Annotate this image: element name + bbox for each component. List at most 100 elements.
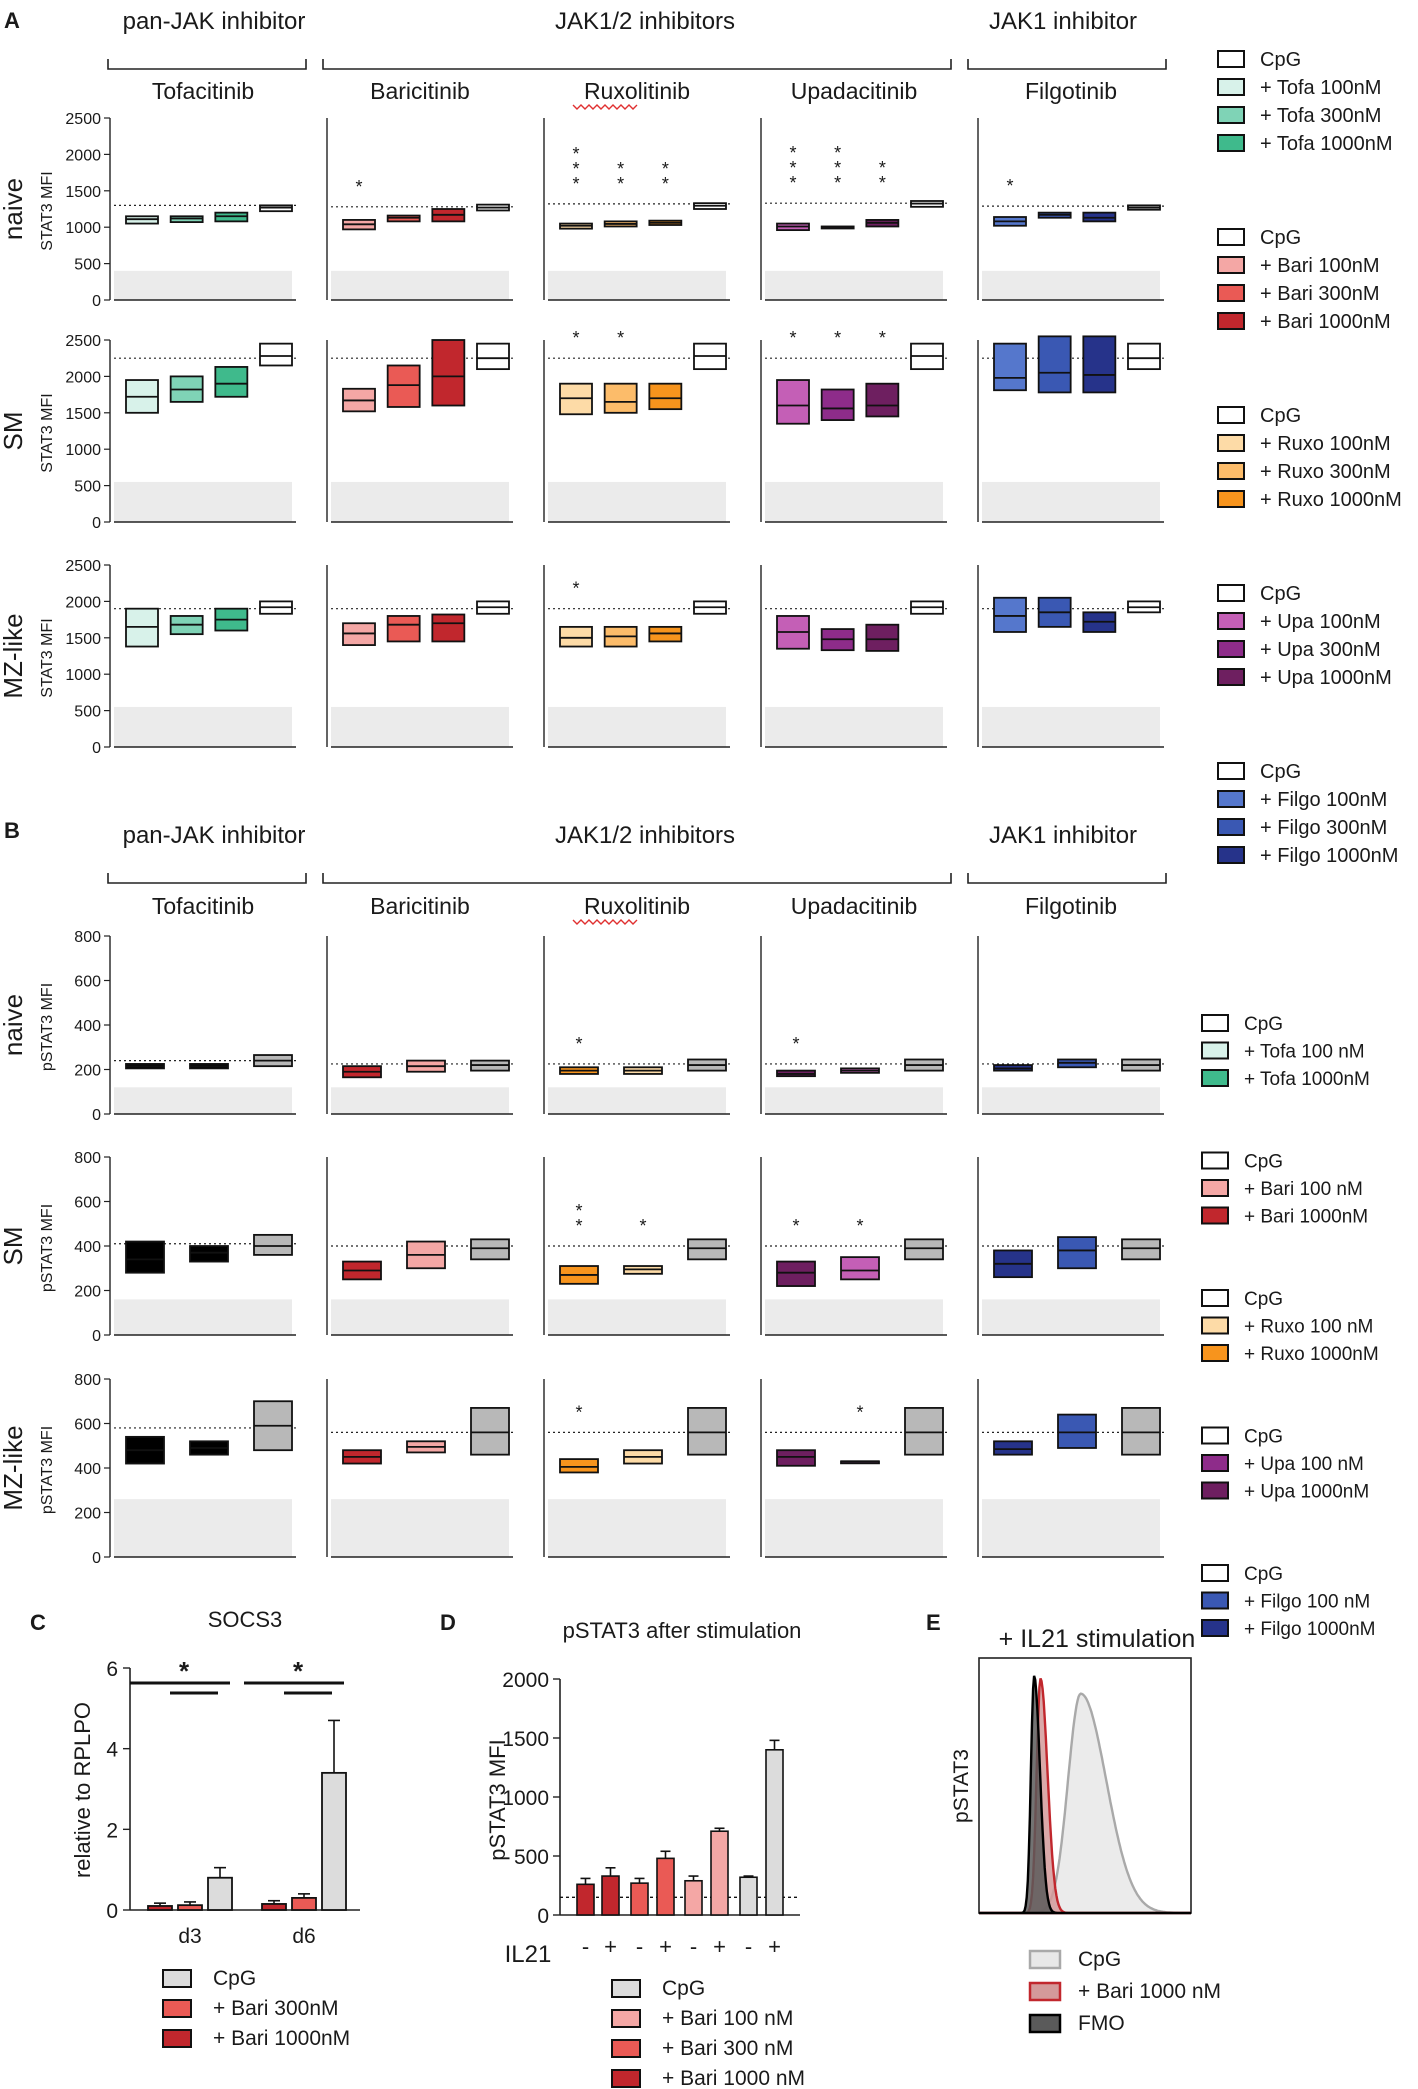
shaded-background <box>548 481 726 522</box>
spellcheck-underline <box>572 919 638 925</box>
legend-a-label: + Filgo 300nM <box>1260 817 1387 839</box>
group-header-2: JAK1/2 inhibitors <box>555 822 735 849</box>
legend-e-swatch <box>1028 2013 1062 2034</box>
box-bari-2 <box>470 1238 510 1261</box>
bar-d-4 <box>684 1879 703 1916</box>
significance-star: * <box>879 328 886 348</box>
group-header-3: JAK1 inhibitor <box>989 8 1137 35</box>
y-tick-label: 0 <box>92 1328 101 1345</box>
legend-b-label: + Tofa 100 nM <box>1244 1042 1365 1063</box>
box-filgo-1 <box>1057 1236 1097 1270</box>
significance-star: * <box>617 328 624 348</box>
legend-e-label: FMO <box>1078 2012 1125 2035</box>
y-tick-label: 400 <box>74 1239 101 1256</box>
box-upa-0 <box>776 1260 816 1287</box>
legend-a-swatch <box>1217 312 1245 330</box>
legend-b-label: + Filgo 1000nM <box>1244 1619 1376 1640</box>
y-tick-label: 200 <box>74 1506 101 1523</box>
legend-b-swatch <box>1201 1151 1229 1170</box>
row-label-naive: naive <box>0 178 28 240</box>
legend-a-label: + Tofa 1000nM <box>1260 133 1393 155</box>
legend-b-swatch <box>1201 1344 1229 1362</box>
bar-CpG <box>321 1771 347 1911</box>
box-filgo-2 <box>1121 1407 1161 1456</box>
legend-d-swatch <box>611 2009 641 2028</box>
y-tick-label: 1000 <box>65 220 101 237</box>
significance-star: * <box>293 1656 304 1686</box>
legend-c-swatch <box>162 1969 192 1988</box>
panel-e-ylabel: pSTAT3 <box>950 1749 973 1823</box>
legend-b-label: CpG <box>1244 1427 1283 1448</box>
legend-a-label: + Ruxo 300nM <box>1260 461 1391 483</box>
box-upa-0 <box>776 379 810 425</box>
box-upa-1 <box>840 1256 880 1281</box>
legend-a-label: CpG <box>1260 227 1301 249</box>
shaded-background <box>765 1087 943 1114</box>
significance-star: * <box>789 158 796 178</box>
group-bracket <box>322 873 952 884</box>
y-tick-label: 2 <box>106 1819 118 1842</box>
y-tick-label: 500 <box>514 1846 549 1869</box>
legend-b-label: CpG <box>1244 1152 1283 1173</box>
row-label-SM: SM <box>0 1227 28 1266</box>
box-upa-0 <box>776 1449 816 1467</box>
group-bracket <box>967 59 1167 70</box>
panel-label-d: D <box>440 1610 456 1635</box>
legend-b-swatch <box>1201 1619 1229 1637</box>
significance-star: * <box>792 1216 799 1236</box>
y-tick-label: 400 <box>74 1461 101 1478</box>
box-filgo-0 <box>993 342 1027 392</box>
y-tick-label: 500 <box>74 479 101 496</box>
legend-b-swatch <box>1201 1591 1229 1610</box>
significance-star: * <box>572 159 579 179</box>
shaded-background <box>765 1299 943 1335</box>
legend-a-swatch <box>1217 668 1245 686</box>
box-bari-1 <box>386 364 421 408</box>
box-ruxo-0 <box>559 625 593 648</box>
il21-sign: + <box>768 1934 781 1959</box>
panel-label-a: A <box>4 8 20 33</box>
significance-star: * <box>572 174 579 194</box>
row-label-MZ-like: MZ-like <box>0 613 28 698</box>
y-tick-label: 0 <box>92 1107 101 1124</box>
shaded-background <box>765 481 943 522</box>
box-ruxo-1 <box>603 382 638 414</box>
shaded-background <box>331 706 509 747</box>
y-axis-label: pSTAT3 MFI <box>39 983 56 1071</box>
group-header-2: JAK1/2 inhibitors <box>555 8 735 35</box>
legend-a-swatch <box>1217 790 1245 808</box>
legend-a-label: + Ruxo 1000nM <box>1260 489 1402 511</box>
significance-star: * <box>575 1201 582 1221</box>
legend-d-label: + Bari 1000 nM <box>662 2067 805 2089</box>
box-ruxo-2 <box>687 1407 727 1456</box>
il21-sign: - <box>745 1934 752 1959</box>
legend-a-label: + Filgo 1000nM <box>1260 845 1398 867</box>
bar-d-2 <box>630 1882 649 1916</box>
legend-a-swatch <box>1217 284 1245 302</box>
legend-a-label: + Upa 300nM <box>1260 639 1381 661</box>
drug-title-filgo: Filgotinib <box>1025 893 1117 919</box>
group-header-1: pan-JAK inhibitor <box>123 8 306 35</box>
shaded-background <box>982 706 1160 747</box>
histogram-FMO <box>979 1675 1191 1915</box>
significance-star: * <box>662 159 669 179</box>
y-axis-label: STAT3 MFI <box>39 171 56 250</box>
shaded-background <box>331 270 509 300</box>
bar-d-7 <box>765 1749 784 1916</box>
significance-star: * <box>617 174 624 194</box>
shaded-background <box>114 481 292 522</box>
shaded-background <box>114 1087 292 1114</box>
shaded-background <box>548 706 726 747</box>
drug-title-upa: Upadacitinib <box>791 893 918 919</box>
legend-b-label: CpG <box>1244 1014 1283 1035</box>
spellcheck-underline <box>572 104 638 110</box>
bar-+ Bari 300nM <box>177 1904 203 1911</box>
y-tick-label: 500 <box>74 704 101 721</box>
il21-sign: + <box>659 1934 672 1959</box>
shaded-background <box>114 1299 292 1335</box>
y-tick-label: 1500 <box>65 631 101 648</box>
bar-d-6 <box>739 1876 758 1916</box>
legend-a-swatch <box>1217 50 1245 68</box>
shaded-background <box>548 1499 726 1557</box>
